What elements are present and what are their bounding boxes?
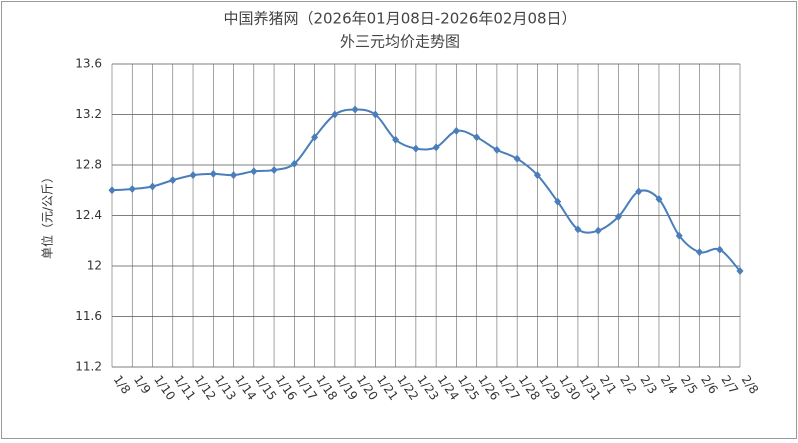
y-tick-label: 12 xyxy=(87,259,102,273)
y-tick-label: 12.4 xyxy=(75,208,102,222)
marker xyxy=(290,159,298,168)
marker xyxy=(452,126,460,135)
marker xyxy=(736,267,744,276)
marker xyxy=(230,171,238,180)
marker xyxy=(209,169,217,178)
marker xyxy=(250,167,258,176)
y-tick-label: 11.6 xyxy=(75,309,102,323)
marker xyxy=(635,187,643,196)
marker xyxy=(655,195,663,204)
marker xyxy=(574,225,582,234)
marker xyxy=(614,212,622,221)
marker xyxy=(270,166,278,175)
marker xyxy=(149,182,157,191)
marker xyxy=(695,248,703,257)
y-tick-label: 11.2 xyxy=(75,360,102,374)
chart-title: 中国养猪网（2026年01月08日-2026年02月08日） xyxy=(223,10,576,28)
marker xyxy=(533,171,541,180)
marker xyxy=(554,197,562,206)
marker xyxy=(493,145,501,154)
y-tick-label: 12.8 xyxy=(75,158,102,172)
y-tick-label: 13.6 xyxy=(75,57,102,71)
marker xyxy=(128,184,136,193)
marker xyxy=(392,135,400,144)
marker xyxy=(169,176,177,185)
marker xyxy=(412,144,420,153)
marker xyxy=(331,110,339,119)
chart-subtitle: 外三元均价走势图 xyxy=(340,33,460,51)
marker xyxy=(371,110,379,119)
marker xyxy=(513,154,521,163)
marker xyxy=(675,231,683,240)
marker xyxy=(351,105,359,114)
marker xyxy=(189,171,197,180)
marker xyxy=(594,226,602,235)
y-tick-label: 13.2 xyxy=(75,107,102,121)
marker xyxy=(716,245,724,254)
marker xyxy=(311,133,319,142)
marker xyxy=(473,133,481,142)
marker xyxy=(108,186,116,195)
y-axis-label: 单位（元/公斤） xyxy=(40,171,55,259)
marker xyxy=(432,143,440,152)
